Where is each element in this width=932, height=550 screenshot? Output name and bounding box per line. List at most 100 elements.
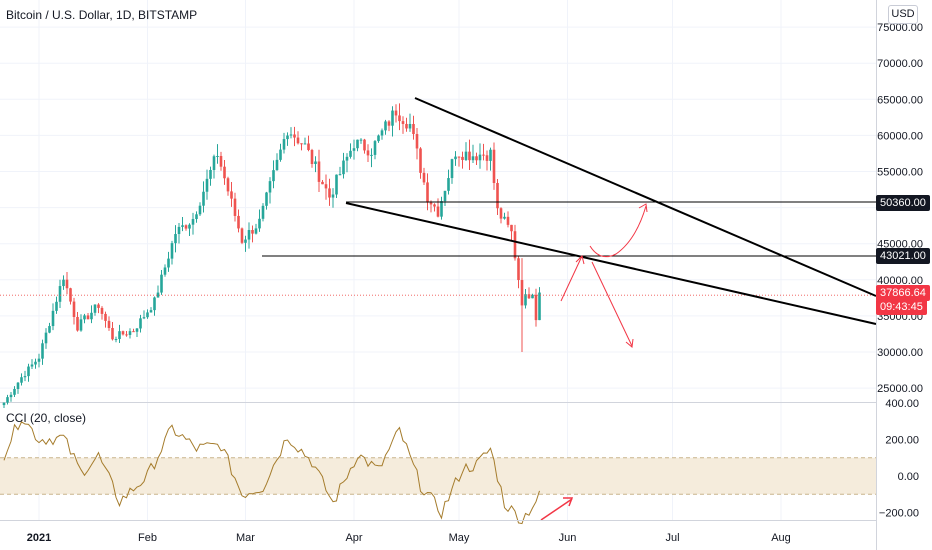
cci-series-line xyxy=(3,421,540,525)
candle xyxy=(461,156,464,160)
candle xyxy=(230,191,233,199)
candle xyxy=(289,134,293,136)
candle xyxy=(387,121,391,126)
candle xyxy=(366,150,370,156)
candle xyxy=(415,134,419,149)
candle xyxy=(468,151,471,161)
candle xyxy=(6,397,9,403)
candle xyxy=(202,191,205,206)
candle xyxy=(349,150,352,157)
candle xyxy=(296,137,300,144)
candle xyxy=(209,169,212,179)
candle xyxy=(464,151,468,160)
candle xyxy=(429,202,433,205)
candle xyxy=(489,149,492,161)
candle xyxy=(34,361,37,365)
price-tick-label: 40000.00 xyxy=(877,275,923,287)
candle xyxy=(195,214,198,220)
candle xyxy=(9,394,13,398)
candle xyxy=(48,326,51,333)
candle xyxy=(531,294,534,299)
candle xyxy=(198,205,202,215)
candle xyxy=(405,123,408,129)
candle xyxy=(527,294,531,299)
candle xyxy=(104,313,107,321)
candle xyxy=(352,148,356,151)
candle xyxy=(433,204,436,207)
candle xyxy=(321,181,324,185)
candle xyxy=(524,294,527,306)
candle xyxy=(293,134,296,138)
cci-tick-label: −200.00 xyxy=(879,508,919,520)
candle xyxy=(30,364,34,367)
level-tag-upper: 50360.00 xyxy=(876,195,930,211)
candle xyxy=(41,343,44,359)
candle xyxy=(338,174,342,176)
candle xyxy=(258,218,261,229)
candle xyxy=(328,188,331,198)
candle xyxy=(534,294,538,321)
candle xyxy=(391,110,394,126)
cci-tick-label: 400.00 xyxy=(885,398,919,410)
candle xyxy=(107,320,111,328)
time-tick-label: Feb xyxy=(138,532,157,544)
candle xyxy=(436,206,440,217)
currency-badge[interactable]: USD xyxy=(888,5,918,24)
time-tick-label: 2021 xyxy=(27,532,51,544)
candle xyxy=(254,228,258,234)
price-tick-label: 60000.00 xyxy=(877,130,923,142)
candle xyxy=(450,159,454,179)
projection-arrowhead xyxy=(575,255,585,265)
candle xyxy=(100,307,104,314)
candle xyxy=(310,150,314,165)
price-tick-label: 65000.00 xyxy=(877,94,923,106)
candle xyxy=(286,135,289,140)
candle xyxy=(394,110,398,116)
candle xyxy=(499,208,503,219)
candle xyxy=(482,154,485,156)
candle xyxy=(233,198,237,216)
candle xyxy=(303,143,307,145)
candle xyxy=(401,121,405,124)
candle xyxy=(72,301,76,317)
price-tick-label: 25000.00 xyxy=(877,383,923,395)
candle xyxy=(181,225,184,227)
candle xyxy=(156,292,160,298)
candle xyxy=(538,292,541,321)
candle xyxy=(342,160,345,175)
candle xyxy=(478,154,482,161)
candle xyxy=(307,143,310,151)
candle xyxy=(345,156,349,161)
candle xyxy=(184,225,188,229)
candle xyxy=(79,319,83,331)
candle xyxy=(51,310,55,327)
candle xyxy=(331,194,335,198)
candle xyxy=(191,219,195,225)
candle xyxy=(370,154,373,156)
candle xyxy=(37,358,41,362)
candle xyxy=(440,201,443,217)
candle xyxy=(216,155,219,157)
candle xyxy=(121,331,125,335)
candle xyxy=(244,239,247,243)
projection-arrowhead xyxy=(625,338,634,348)
candle xyxy=(275,159,279,171)
candle xyxy=(205,178,209,192)
candle xyxy=(314,161,317,165)
price-tick-label: 45000.00 xyxy=(877,239,923,251)
candle xyxy=(454,156,457,160)
level-tag-lower: 43021.00 xyxy=(876,248,930,264)
drawings[interactable] xyxy=(262,97,877,521)
candle xyxy=(373,141,377,155)
candle xyxy=(265,192,268,206)
candle xyxy=(146,312,149,318)
candle xyxy=(177,226,181,235)
candle xyxy=(335,174,338,195)
candle xyxy=(23,376,27,378)
candle xyxy=(128,331,132,335)
time-tick-label: Apr xyxy=(345,532,362,544)
candle xyxy=(58,286,62,302)
candle xyxy=(485,155,489,161)
